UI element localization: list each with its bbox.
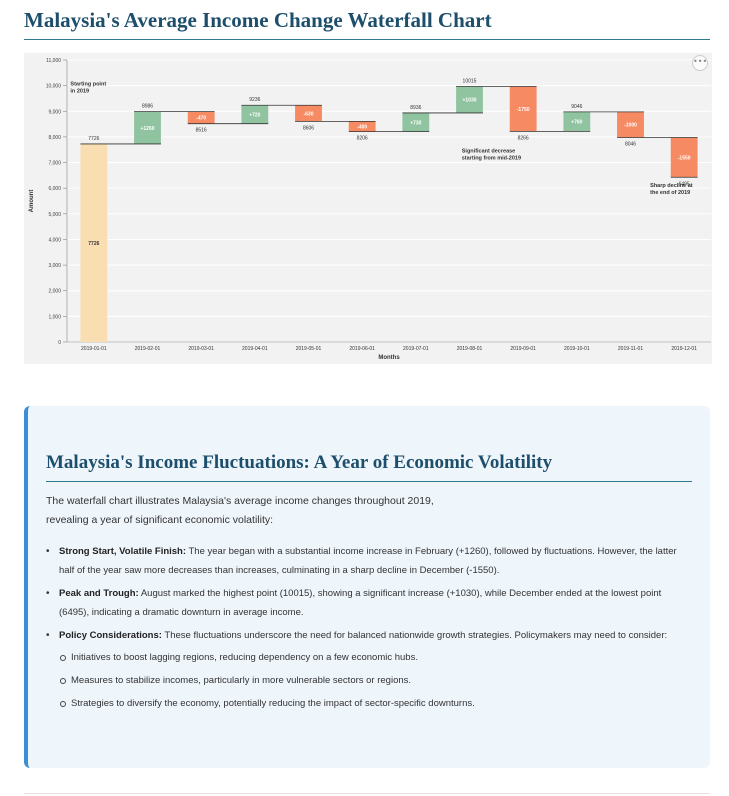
y-tick-label: 5,000 — [48, 212, 61, 218]
bar-total-label: 8936 — [410, 105, 421, 111]
bar-change-label: -1000 — [624, 123, 637, 129]
waterfall-bar — [509, 86, 537, 132]
x-tick-label: 2019-08-01 — [457, 346, 483, 352]
bar-change-label: +1030 — [462, 98, 476, 104]
y-tick-label: 6,000 — [48, 186, 61, 192]
bar-total-label: 10015 — [463, 79, 477, 85]
x-tick-label: 2019-10-01 — [564, 346, 590, 352]
x-tick-label: 2019-04-01 — [242, 346, 268, 352]
bar-total-label: 7726 — [88, 136, 99, 142]
chart-annotation: Starting point — [70, 82, 106, 88]
waterfall-bar — [617, 111, 644, 138]
bar-total-label: 8206 — [357, 136, 368, 142]
y-tick-label: 0 — [58, 340, 61, 346]
point-title: Policy Considerations: — [59, 630, 162, 641]
key-points-list: Strong Start, Volatile Finish: The year … — [46, 542, 692, 713]
intro-line-2: revealing a year of significant economic… — [46, 514, 274, 526]
bar-total-label: 8606 — [303, 125, 314, 131]
x-tick-label: 2019-01-01 — [81, 346, 107, 352]
bar-change-label: -470 — [196, 116, 206, 122]
chart-svg: 0 1,000 2,000 3,000 4,000 5,000 6,000 7,000 8,00… — [29, 58, 711, 361]
waterfall-bar — [80, 143, 108, 342]
analysis-panel: Malaysia's Income Fluctuations: A Year o… — [24, 406, 710, 768]
point-text: These fluctuations underscore the need f… — [161, 630, 668, 641]
waterfall-bar — [563, 111, 591, 132]
y-tick-label: 2,000 — [48, 289, 61, 295]
bar-total-label: 8266 — [518, 135, 529, 141]
x-tick-label: 2019-03-01 — [188, 346, 214, 352]
x-tick-label: 2019-06-01 — [349, 346, 375, 352]
chart-annotation: starting from mid-2019 — [462, 155, 521, 161]
x-tick-label: 2019-07-01 — [403, 346, 429, 352]
chart-annotation: in 2019 — [70, 89, 89, 95]
waterfall-bar — [456, 86, 483, 113]
plot-area — [67, 60, 711, 342]
point-text: August marked the highest point (10015),… — [59, 588, 662, 618]
point-title: Strong Start, Volatile Finish: — [59, 546, 187, 557]
y-tick-label: 10,000 — [46, 84, 62, 90]
chart-annotation: Significant decrease — [462, 148, 516, 154]
waterfall-bar — [187, 111, 215, 124]
chart-annotation: the end of 2019 — [650, 190, 690, 196]
bar-change-label: +760 — [571, 120, 582, 126]
x-tick-label: 2019-09-01 — [510, 346, 536, 352]
chart-annotation: Sharp decline at — [650, 183, 693, 189]
x-axis-title: Months — [378, 355, 400, 361]
sub-list-item: Strategies to diversify the economy, pot… — [60, 694, 692, 713]
bar-change-label: -630 — [303, 111, 313, 117]
sub-list-item: Measures to stabilize incomes, particula… — [60, 671, 692, 690]
divider — [24, 793, 710, 794]
bar-change-label: -400 — [357, 125, 367, 131]
bar-change-label: +720 — [249, 112, 260, 118]
x-tick-label: 2019-12-01 — [671, 346, 697, 352]
bar-total-label: 8986 — [142, 104, 153, 110]
bar-change-label: -1550 — [678, 155, 691, 161]
bar-total-label: 6495 — [679, 181, 690, 187]
waterfall-bar — [295, 105, 322, 122]
page-title: Malaysia's Average Income Change Waterfa… — [24, 8, 710, 40]
x-tick-label: 2019-02-01 — [135, 346, 161, 352]
waterfall-bar — [241, 105, 269, 124]
waterfall-bar — [348, 121, 376, 132]
bar-change-label: +1260 — [140, 126, 154, 132]
list-item: Policy Considerations: These fluctuation… — [46, 626, 692, 713]
bar-total-label: 8516 — [196, 128, 207, 134]
point-title: Peak and Trough: — [59, 588, 139, 599]
x-tick-label: 2019-11-01 — [618, 346, 643, 352]
y-tick-label: 8,000 — [48, 135, 61, 141]
bar-change-label: -1750 — [517, 107, 530, 113]
list-item: Peak and Trough: August marked the highe… — [46, 584, 692, 622]
y-tick-label: 4,000 — [48, 237, 61, 243]
analysis-heading: Malaysia's Income Fluctuations: A Year o… — [46, 452, 692, 482]
y-tick-label: 1,000 — [48, 314, 61, 320]
bar-change-label: +730 — [410, 120, 421, 126]
bar-change-label: 7726 — [88, 241, 99, 247]
waterfall-bar — [402, 112, 430, 132]
waterfall-bar — [134, 111, 161, 144]
y-tick-label: 9,000 — [48, 109, 61, 115]
point-text: The year began with a substantial income… — [59, 546, 677, 576]
waterfall-bar — [670, 137, 698, 178]
y-tick-label: 11,000 — [46, 58, 61, 64]
intro-line-1: The waterfall chart illustrates Malaysia… — [46, 495, 434, 507]
ellipsis-icon[interactable]: ••• — [692, 55, 708, 71]
analysis-intro: The waterfall chart illustrates Malaysia… — [46, 492, 692, 530]
policy-sublist: Initiatives to boost lagging regions, re… — [59, 648, 692, 713]
list-item: Strong Start, Volatile Finish: The year … — [46, 542, 692, 580]
bar-total-label: 8046 — [625, 142, 636, 148]
x-tick-label: 2019-05-01 — [296, 346, 322, 352]
y-tick-label: 3,000 — [48, 263, 61, 269]
bar-total-label: 9046 — [571, 104, 582, 110]
y-tick-label: 7,000 — [48, 161, 61, 167]
waterfall-chart: 0 1,000 2,000 3,000 4,000 5,000 6,000 7,000 8,00… — [24, 53, 712, 364]
sub-list-item: Initiatives to boost lagging regions, re… — [60, 648, 692, 667]
bar-total-label: 9236 — [249, 97, 260, 103]
y-axis-title: Amount — [29, 190, 35, 213]
